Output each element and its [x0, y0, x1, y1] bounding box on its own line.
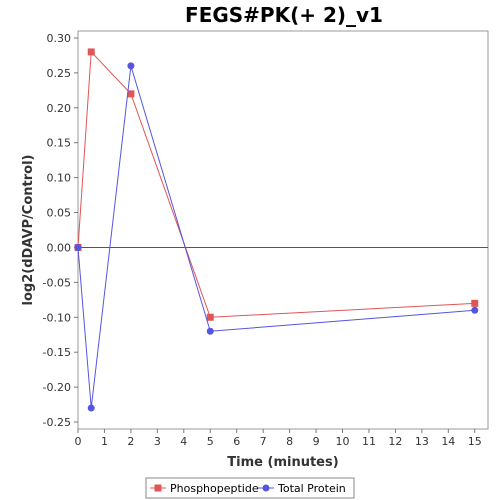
x-tick-label: 7 — [260, 435, 267, 448]
y-tick-label: 0.10 — [47, 172, 72, 185]
x-tick-label: 12 — [388, 435, 402, 448]
x-tick-label: 0 — [75, 435, 82, 448]
y-tick-label: -0.25 — [43, 416, 71, 429]
x-tick-label: 11 — [362, 435, 376, 448]
x-tick-label: 8 — [286, 435, 293, 448]
y-axis-label: log2(dDAVP/Control) — [21, 155, 36, 306]
y-tick-label: 0.20 — [47, 102, 72, 115]
x-tick-label: 14 — [441, 435, 455, 448]
data-point-total-protein — [74, 243, 82, 251]
y-tick-label: 0.15 — [47, 137, 72, 150]
data-point-total-protein — [127, 62, 135, 70]
x-tick-label: 9 — [313, 435, 320, 448]
x-tick-label: 15 — [468, 435, 482, 448]
data-point-phosphopeptide — [206, 313, 214, 321]
data-point-total-protein — [87, 404, 95, 412]
legend: Phosphopeptide Total Protein — [145, 477, 355, 499]
data-point-total-protein — [206, 327, 214, 335]
x-axis-label: Time (minutes) — [227, 455, 338, 470]
x-tick-label: 4 — [180, 435, 187, 448]
data-point-phosphopeptide — [471, 299, 479, 307]
legend-box — [145, 477, 355, 499]
x-tick-label: 1 — [101, 435, 108, 448]
y-tick-label: 0.25 — [47, 67, 72, 80]
x-axis: 0 1 2 3 4 5 6 7 8 9 10 11 12 13 14 15 — [75, 429, 482, 448]
y-tick-label: 0.00 — [47, 241, 72, 254]
data-point-phosphopeptide — [87, 48, 95, 56]
x-tick-label: 13 — [415, 435, 429, 448]
y-tick-label: 0.30 — [47, 32, 72, 45]
legend-label-phosphopeptide: Phosphopeptide — [170, 482, 259, 495]
y-tick-label: -0.10 — [43, 311, 71, 324]
y-tick-label: -0.20 — [43, 381, 71, 394]
legend-marker-total-protein — [262, 484, 270, 492]
x-tick-label: 2 — [127, 435, 134, 448]
plot-area — [77, 30, 489, 430]
legend-label-total-protein: Total Protein — [277, 482, 346, 495]
legend-marker-phosphopeptide — [154, 484, 162, 492]
series-layer — [74, 48, 479, 412]
chart-title: FEGS#PK(+ 2)_v1 — [185, 3, 383, 27]
x-tick-label: 10 — [336, 435, 350, 448]
y-tick-label: 0.05 — [47, 207, 72, 220]
y-tick-label: -0.15 — [43, 346, 71, 359]
x-tick-label: 5 — [207, 435, 214, 448]
data-point-phosphopeptide — [127, 90, 135, 98]
x-tick-label: 6 — [233, 435, 240, 448]
y-axis: 0.30 0.25 0.20 0.15 0.10 0.05 0.00 -0.05 -0.10 -0… — [43, 32, 78, 429]
y-tick-label: -0.05 — [43, 276, 71, 289]
data-point-total-protein — [471, 306, 479, 314]
x-tick-label: 3 — [154, 435, 161, 448]
